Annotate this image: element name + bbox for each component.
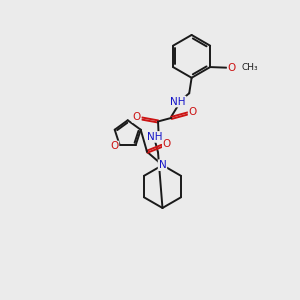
Text: NH: NH [170, 97, 186, 106]
Text: CH₃: CH₃ [242, 63, 259, 72]
Text: O: O [133, 112, 141, 122]
Text: N: N [159, 160, 167, 170]
Text: O: O [163, 140, 171, 149]
Text: O: O [189, 107, 197, 117]
Text: NH: NH [147, 132, 163, 142]
Text: O: O [228, 63, 236, 73]
Text: O: O [110, 142, 118, 152]
